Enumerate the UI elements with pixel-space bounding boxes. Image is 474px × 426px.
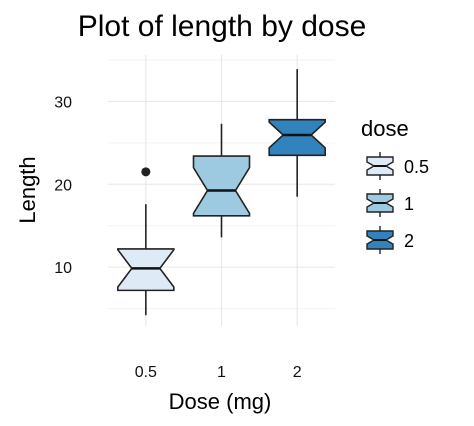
y-tick-label: 30 bbox=[54, 94, 72, 111]
chart-title: Plot of length by dose bbox=[78, 10, 367, 43]
box-group bbox=[268, 69, 326, 197]
x-tick-label: 2 bbox=[293, 364, 302, 381]
y-tick-label: 20 bbox=[54, 177, 72, 194]
box-2 bbox=[268, 118, 326, 157]
legend-label: 0.5 bbox=[404, 157, 429, 177]
box-group bbox=[117, 167, 175, 316]
y-axis-title: Length bbox=[15, 156, 40, 223]
y-tick-label: 10 bbox=[54, 260, 72, 277]
outlier-point bbox=[141, 167, 151, 177]
x-axis-ticks: 0.5 1 2 bbox=[135, 364, 302, 381]
legend: dose 0.5 1 2 bbox=[361, 116, 429, 254]
x-tick-label: 0.5 bbox=[135, 364, 157, 381]
legend-label: 2 bbox=[404, 231, 414, 251]
box-1 bbox=[192, 155, 251, 217]
legend-key-2 bbox=[366, 226, 394, 254]
legend-label: 1 bbox=[404, 194, 414, 214]
x-tick-label: 1 bbox=[217, 364, 226, 381]
legend-key-0.5 bbox=[366, 152, 394, 180]
x-axis-title: Dose (mg) bbox=[169, 389, 272, 414]
y-axis-ticks: 10 20 30 bbox=[54, 94, 72, 277]
boxes bbox=[117, 69, 326, 316]
legend-title: dose bbox=[361, 116, 409, 141]
legend-key-1 bbox=[366, 189, 394, 217]
box-group bbox=[192, 123, 251, 238]
